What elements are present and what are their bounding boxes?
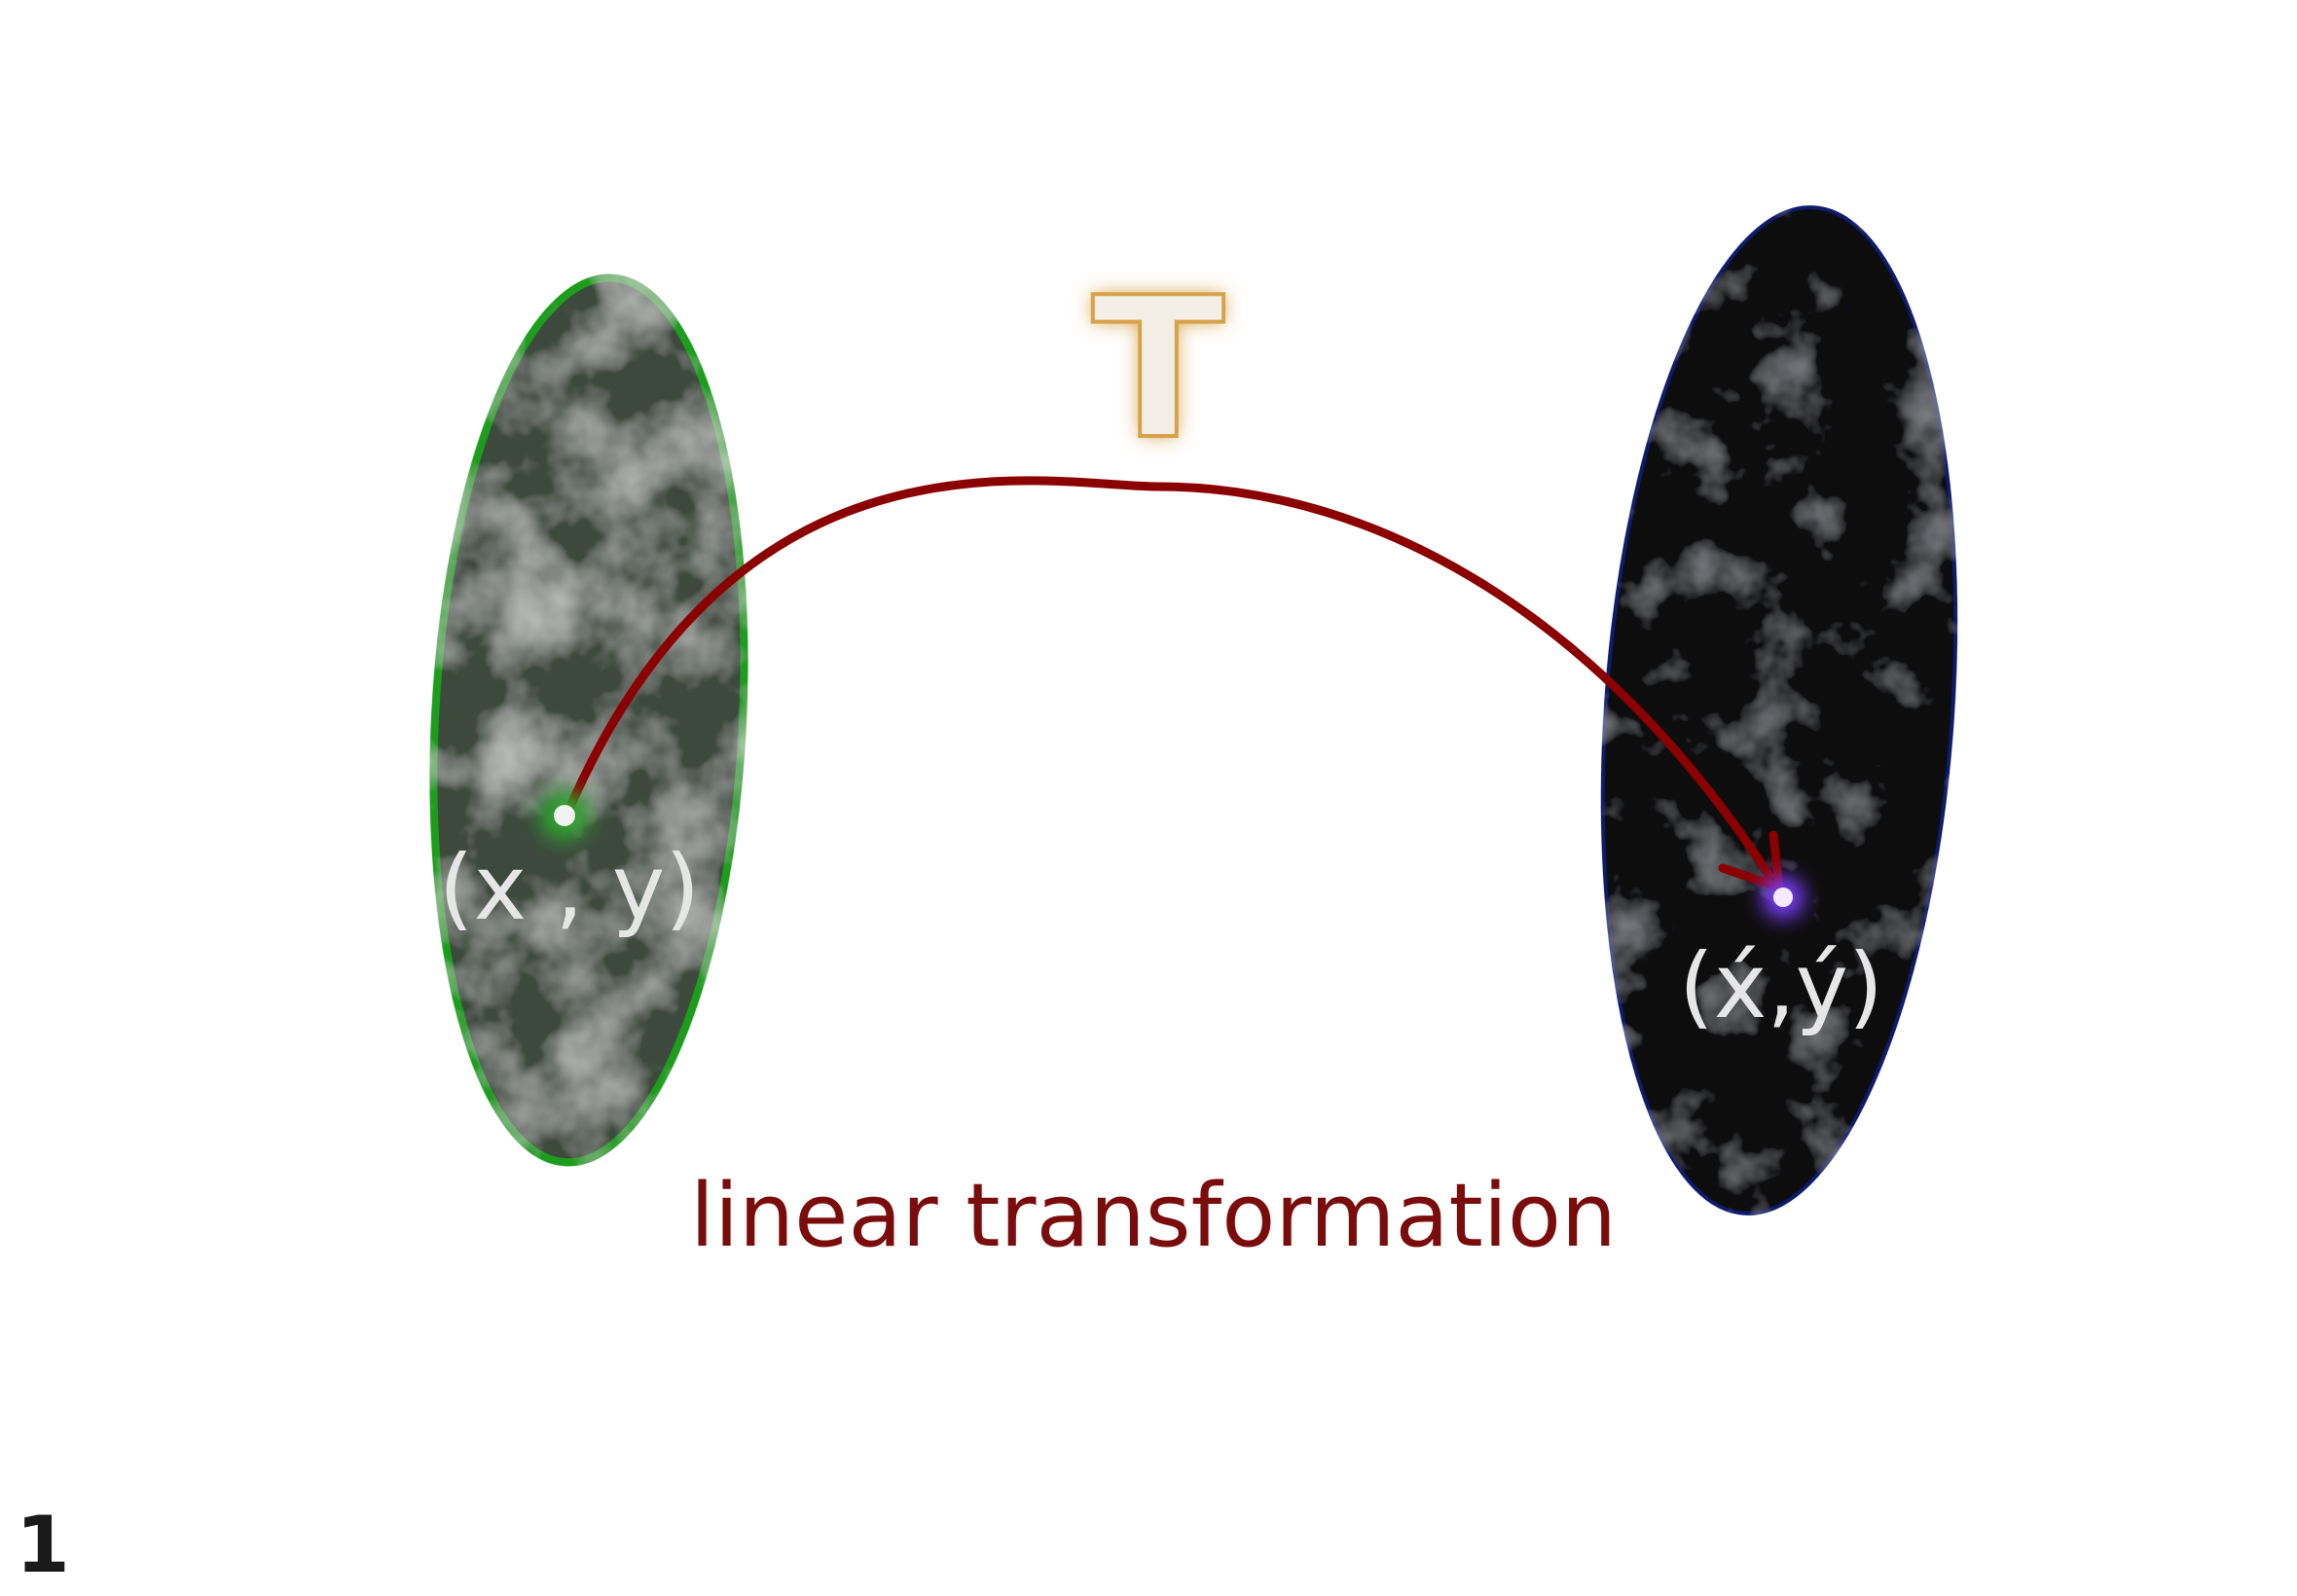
caption: linear transformation: [690, 1165, 1617, 1267]
transform-symbol-text: T: [1092, 256, 1224, 483]
target-space: [1600, 205, 1958, 1215]
source-point-label: (x , y): [439, 836, 700, 940]
target-point-dot: [1773, 888, 1793, 907]
transform-symbol-glow: T: [1092, 256, 1224, 483]
source-point-dot: [554, 805, 575, 826]
source-point: [539, 790, 590, 841]
page-number: 1: [16, 1500, 70, 1590]
target-point-label: (x́,ý): [1679, 934, 1883, 1038]
target-ellipse: [1600, 205, 1958, 1215]
source-space: [429, 273, 748, 1167]
source-ellipse: [429, 273, 748, 1167]
transform-symbol: T T: [1090, 254, 1226, 485]
transformation-arrow: [562, 476, 1774, 881]
target-point: [1762, 876, 1805, 919]
